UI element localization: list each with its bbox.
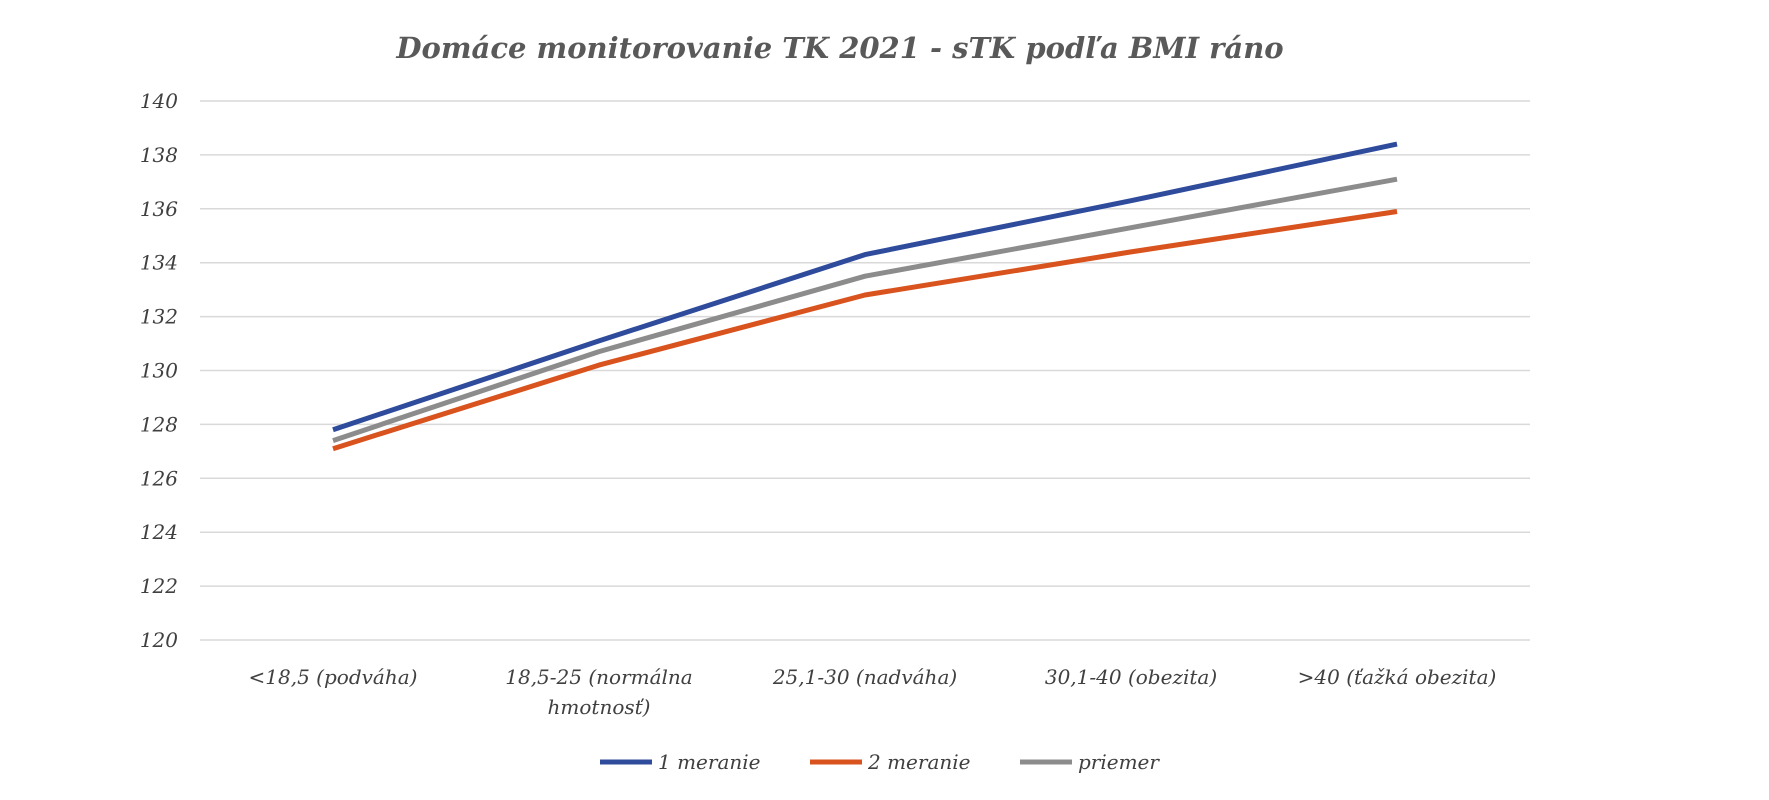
series-lines <box>332 141 1398 452</box>
y-axis-ticks: 120 122 124 126 128 130 132 134 136 138 140 <box>140 89 178 652</box>
x-tick-label-line: <18,5 (podváha) <box>249 665 418 689</box>
y-tick-label: 126 <box>140 466 178 490</box>
series-line-2-meranie <box>332 209 1398 452</box>
x-tick-label: 18,5-25 (normálna hmotnosť) <box>505 665 692 719</box>
x-tick-label: >40 (ťažká obezita) <box>1298 665 1497 689</box>
y-tick-label: 140 <box>140 89 178 113</box>
y-tick-label: 124 <box>140 520 178 544</box>
y-tick-label: 136 <box>140 197 178 221</box>
x-tick-label: <18,5 (podváha) <box>249 665 418 689</box>
y-tick-label: 120 <box>140 628 178 652</box>
x-tick-label-line: 25,1-30 (nadváha) <box>772 665 957 689</box>
gridlines <box>200 100 1530 641</box>
legend-item-2-meranie: 2 meranie <box>810 750 970 774</box>
y-tick-label: 134 <box>140 251 178 275</box>
x-tick-label: 25,1-30 (nadváha) <box>772 665 957 689</box>
y-tick-label: 138 <box>140 143 178 167</box>
legend-item-priemer: priemer <box>1020 750 1160 774</box>
x-tick-label-line: >40 (ťažká obezita) <box>1298 665 1497 689</box>
legend-label: 1 meranie <box>658 750 760 774</box>
series-line-1-meranie <box>332 141 1398 433</box>
legend: 1 meranie 2 meranie priemer <box>600 750 1160 774</box>
x-axis-ticks: <18,5 (podváha) 18,5-25 (normálna hmotnosť… <box>249 665 1497 719</box>
y-tick-label: 122 <box>140 574 178 598</box>
x-tick-label-line: 18,5-25 (normálna <box>505 665 692 689</box>
series-line-priemer <box>332 176 1398 443</box>
legend-label: 2 meranie <box>867 750 970 774</box>
y-tick-label: 130 <box>140 359 178 383</box>
x-tick-label-line: 30,1-40 (obezita) <box>1045 665 1217 689</box>
legend-label: priemer <box>1078 750 1160 774</box>
chart-title: Domáce monitorovanie TK 2021 - sTK podľa… <box>395 31 1283 65</box>
y-tick-label: 132 <box>140 305 178 329</box>
legend-item-1-meranie: 1 meranie <box>600 750 760 774</box>
y-tick-label: 128 <box>140 412 178 436</box>
x-tick-label-line: hmotnosť) <box>548 695 651 719</box>
x-tick-label: 30,1-40 (obezita) <box>1045 665 1217 689</box>
